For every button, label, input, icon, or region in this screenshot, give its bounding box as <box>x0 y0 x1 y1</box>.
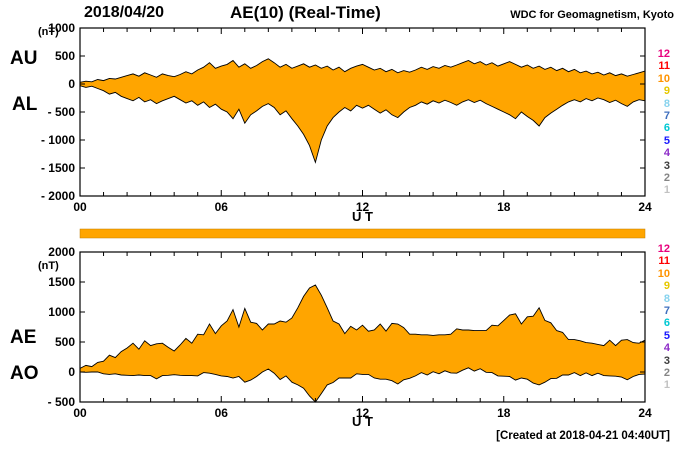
station-number: 10 <box>657 72 670 85</box>
y-tick-label: 2000 <box>48 245 75 259</box>
station-count-scale-bottom: 12 11 10 9 8 7 6 5 4 3 2 1 <box>652 243 670 392</box>
station-number: 1 <box>663 379 670 392</box>
x-tick-label: 12 <box>356 406 370 420</box>
x-tick-label: 24 <box>638 406 652 420</box>
panel-border <box>79 27 646 197</box>
area-AU-AL <box>80 58 645 163</box>
station-number: 3 <box>663 159 670 172</box>
station-number: 6 <box>663 122 670 135</box>
station-number: 5 <box>663 134 670 147</box>
station-number: 8 <box>663 292 670 305</box>
station-number: 5 <box>663 329 670 342</box>
station-number: 11 <box>658 255 670 268</box>
y-tick-label: - 2000 <box>41 189 75 203</box>
station-number: 9 <box>663 280 670 293</box>
area-AE-AO <box>80 285 645 402</box>
station-number: 4 <box>663 342 670 355</box>
unit-label-bottom: (nT) <box>38 260 59 272</box>
station-number: 10 <box>657 267 670 280</box>
y-tick-label: 1500 <box>48 275 75 289</box>
y-tick-label: - 500 <box>48 395 76 409</box>
x-tick-label: 12 <box>356 200 370 214</box>
created-timestamp: [Created at 2018-04-21 04:40UT] <box>496 430 670 442</box>
y-tick-label: 1000 <box>48 21 75 35</box>
y-tick-label: - 500 <box>48 105 76 119</box>
station-number: 3 <box>663 354 670 367</box>
x-tick-label: 18 <box>497 406 511 420</box>
x-tick-label: 00 <box>73 200 87 214</box>
station-number: 9 <box>663 85 670 98</box>
source-label: WDC for Geomagnetism, Kyoto <box>510 9 674 21</box>
line-AO <box>79 367 646 403</box>
station-number: 2 <box>663 367 670 380</box>
y-tick-label: 1000 <box>48 305 75 319</box>
x-tick-label: 18 <box>497 200 511 214</box>
y-tick-label: 0 <box>68 365 75 379</box>
y-tick-label: 500 <box>55 49 75 63</box>
ut-label-top: U T <box>352 209 373 224</box>
page-title: AE(10) (Real-Time) <box>230 3 381 22</box>
ut-label-bottom: U T <box>352 414 373 429</box>
data-quality-bar <box>79 228 646 239</box>
unit-label-top: (nT) <box>38 26 59 38</box>
ae-axis-label: AE <box>10 327 37 348</box>
station-number: 1 <box>663 184 670 197</box>
station-number: 12 <box>657 48 670 60</box>
line-AE <box>79 284 646 369</box>
ao-axis-label: AO <box>10 363 39 384</box>
y-tick-label: 500 <box>55 335 75 349</box>
line-AU <box>79 58 646 83</box>
station-number: 6 <box>663 317 670 330</box>
station-number: 7 <box>663 110 670 123</box>
y-tick-label: - 1500 <box>41 161 75 175</box>
date-label: 2018/04/20 <box>84 4 165 21</box>
station-number: 4 <box>663 147 670 160</box>
x-tick-label: 24 <box>638 200 652 214</box>
al-axis-label: AL <box>12 94 38 115</box>
x-tick-label: 06 <box>215 406 229 420</box>
station-count-scale-top: 12 11 10 9 8 7 6 5 4 3 2 1 <box>652 48 670 197</box>
station-number: 7 <box>663 305 670 318</box>
y-tick-label: 0 <box>68 77 75 91</box>
x-tick-label: 00 <box>73 406 87 420</box>
au-axis-label: AU <box>10 48 38 69</box>
line-AL <box>79 85 646 164</box>
station-number: 12 <box>657 243 670 255</box>
y-tick-label: - 1000 <box>41 133 75 147</box>
x-tick-label: 06 <box>215 200 229 214</box>
station-number: 2 <box>663 172 670 185</box>
station-number: 8 <box>663 97 670 110</box>
station-number: 11 <box>658 60 670 73</box>
